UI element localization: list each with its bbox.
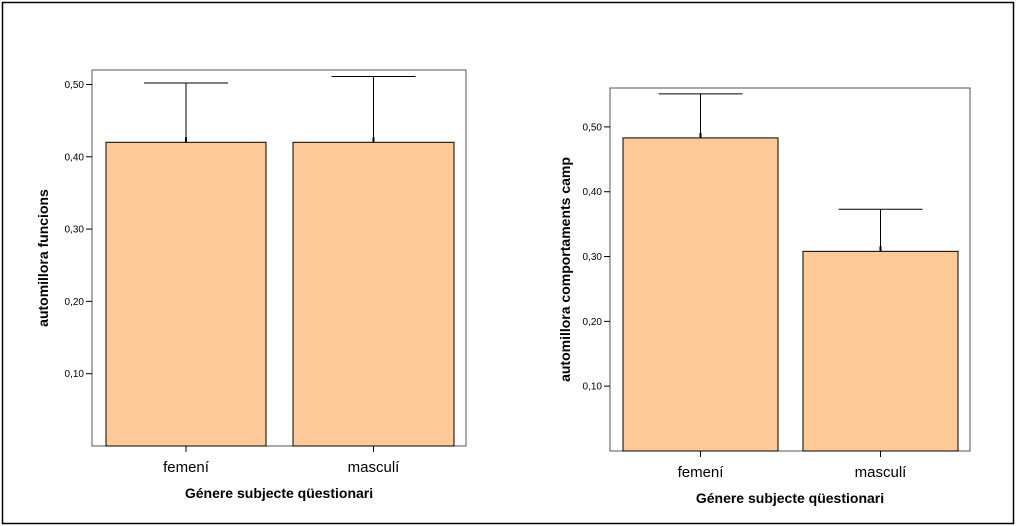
y-tick-label: 0,50	[583, 122, 603, 133]
y-tick-label: 0,50	[65, 80, 85, 91]
bar	[105, 141, 267, 447]
y-tick-label: 0,40	[583, 187, 603, 198]
bar	[292, 141, 455, 447]
y-tick-label: 0,10	[65, 369, 85, 380]
x-tick-label: masculí	[855, 464, 908, 481]
y-axis-title: automillora funcions	[35, 189, 51, 327]
bar	[802, 250, 959, 452]
plot-frame	[91, 69, 467, 447]
chart-automillora-comportaments-camp: 0,10 0,20 0,30 0,40 0,50 femení masculí Génere …	[557, 87, 971, 506]
x-tick-label: femení	[678, 464, 725, 481]
x-tick-label: masculí	[348, 459, 401, 476]
y-tick-label: 0,10	[583, 382, 603, 393]
y-tick-label: 0,20	[583, 317, 603, 328]
chart-automillora-funcions: 0,10 0,20 0,30 0,40 0,50 femení masculí Génere …	[35, 69, 467, 501]
y-tick-label: 0,40	[65, 152, 85, 163]
y-tick-label: 0,20	[65, 297, 85, 308]
x-tick-label: femení	[163, 459, 210, 476]
y-axis-title: automillora comportaments camp	[557, 157, 573, 382]
y-tick-label: 0,30	[583, 252, 603, 263]
plot-frame	[609, 87, 971, 452]
y-tick-label: 0,30	[65, 225, 85, 236]
bar	[622, 137, 779, 452]
x-axis-title: Génere subjecte qüestionari	[185, 485, 373, 501]
x-axis-title: Génere subjecte qüestionari	[696, 490, 884, 506]
